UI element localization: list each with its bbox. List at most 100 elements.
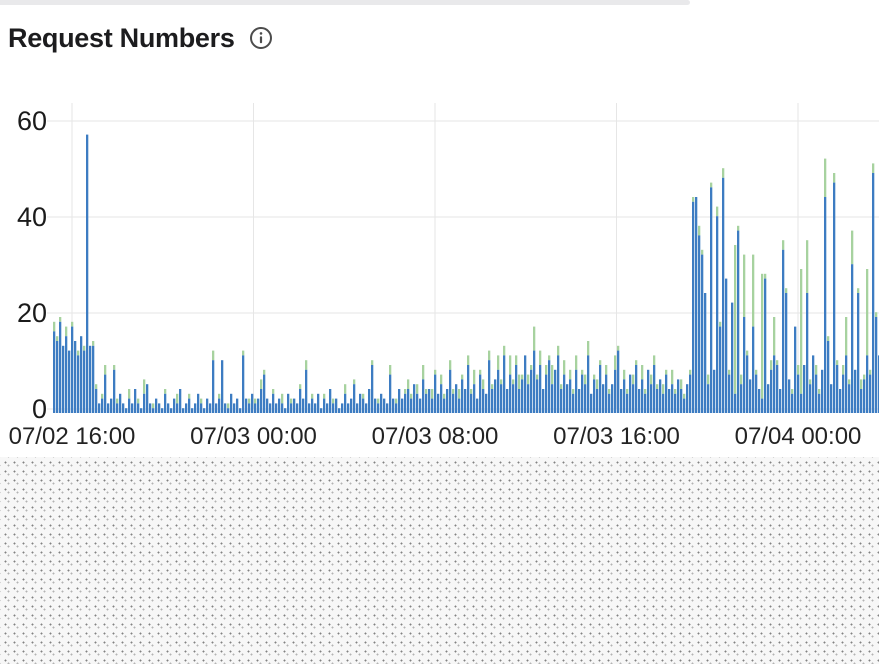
bar-segment-green [818,389,821,394]
y-axis-tick-label: 40 [16,202,47,232]
bar-segment-blue [464,389,467,413]
bar-segment-green [473,369,476,385]
bar-segment-green [95,384,98,389]
bar-segment-green [824,158,827,197]
bar-segment-blue [152,408,155,413]
bar-segment-blue [632,384,635,413]
bar-segment-blue [497,369,500,413]
bar-segment-blue [449,369,452,413]
bar-segment-blue [380,393,383,413]
bar-segment-green [608,389,611,394]
bar-segment-green [500,379,503,385]
bar-segment-blue [365,403,368,413]
bar-segment-blue [752,326,755,413]
bar-segment-green [371,360,374,365]
bar-segment-blue [614,369,617,413]
bar-segment-green [539,350,542,365]
bar-segment-blue [233,403,236,413]
panel-title: Request Numbers [8,22,235,53]
bar-segment-blue [530,369,533,413]
bar-segment-blue [146,384,149,413]
bar-segment-blue [848,384,851,413]
bar-segment-blue [185,403,188,413]
bar-segment-green [737,225,740,231]
bar-segment-blue [851,264,854,413]
bar-segment-blue [62,345,65,413]
bar-segment-blue [665,374,668,413]
bar-segment-blue [356,403,359,413]
bar-segment-green [857,288,860,293]
bar-segment-blue [872,173,875,413]
bar-segment-blue [131,403,134,413]
bar-segment-green [389,365,392,375]
chart-plot-area[interactable] [0,95,879,463]
bar-segment-blue [860,389,863,413]
bar-segment-blue [458,398,461,413]
bar-segment-blue [242,355,245,413]
bar-segment-blue [827,341,830,413]
bar-segment-green [653,355,656,365]
bar-segment-blue [686,384,689,413]
x-axis-tick-label: 07/03 00:00 [190,423,317,450]
bar-segment-green [872,163,875,173]
bar-segment-blue [386,403,389,413]
bar-segment-green [137,398,140,404]
bar-segment-blue [521,379,524,413]
info-icon[interactable] [249,26,273,50]
bar-segment-green [176,393,179,404]
bar-segment-blue [266,398,269,413]
bar-segment-blue [593,379,596,413]
bar-segment-blue [524,355,527,413]
bar-segment-green [425,389,428,394]
bar-segment-blue [437,393,440,413]
bar-segment-green [656,384,659,389]
bar-segment-green [311,393,314,399]
bar-segment-blue [215,403,218,413]
bar-segment-green [575,355,578,370]
bar-segment-green [290,398,293,404]
bar-segment-blue [794,326,797,413]
bar-segment-blue [191,408,194,413]
bar-segment-green [497,355,500,370]
bar-segment-blue [56,341,59,413]
bar-segment-green [545,365,548,375]
x-axis: 07/02 16:00 07/03 00:00 07/03 08:00 07/03 1… [0,420,879,454]
bar-segment-green [716,206,719,217]
bar-segment-green [860,379,863,389]
bar-segment-blue [641,379,644,413]
bar-segment-green [551,365,554,385]
bar-segment-green [593,374,596,380]
bar-segment-blue [512,384,515,413]
bar-segment-blue [353,384,356,413]
bar-segment-blue [854,369,857,413]
bar-segment-blue [545,374,548,413]
bar-segment-green [581,369,584,375]
bar-segment-green [815,365,818,375]
bar-segment-blue [362,398,365,413]
bar-segment-blue [788,379,791,413]
bar-segment-green [422,365,425,380]
bar-segment-green [734,245,737,394]
bar-segment-blue [461,379,464,413]
bar-segment-blue [533,350,536,413]
bar-segment-blue [680,389,683,413]
bar-segment-blue [257,398,260,413]
bar-segment-green [71,321,74,327]
bar-segment-blue [392,398,395,413]
bar-segment-green [56,336,59,341]
bar-segment-green [362,393,365,399]
bar-segment-blue [515,365,518,413]
bar-segment-blue [725,278,728,413]
bar-segment-blue [869,374,872,413]
bar-segment-green [722,168,725,178]
bar-segment-blue [707,384,710,413]
bar-segment-green [641,365,644,380]
bar-segment-blue [761,398,764,413]
bar-segment-blue [560,389,563,413]
bar-segment-blue [842,374,845,413]
bar-segment-blue [110,398,113,413]
bar-segment-green [674,389,677,394]
bar-segment-blue [635,365,638,413]
bar-segment-blue [281,403,284,413]
bar-segment-blue [440,384,443,413]
